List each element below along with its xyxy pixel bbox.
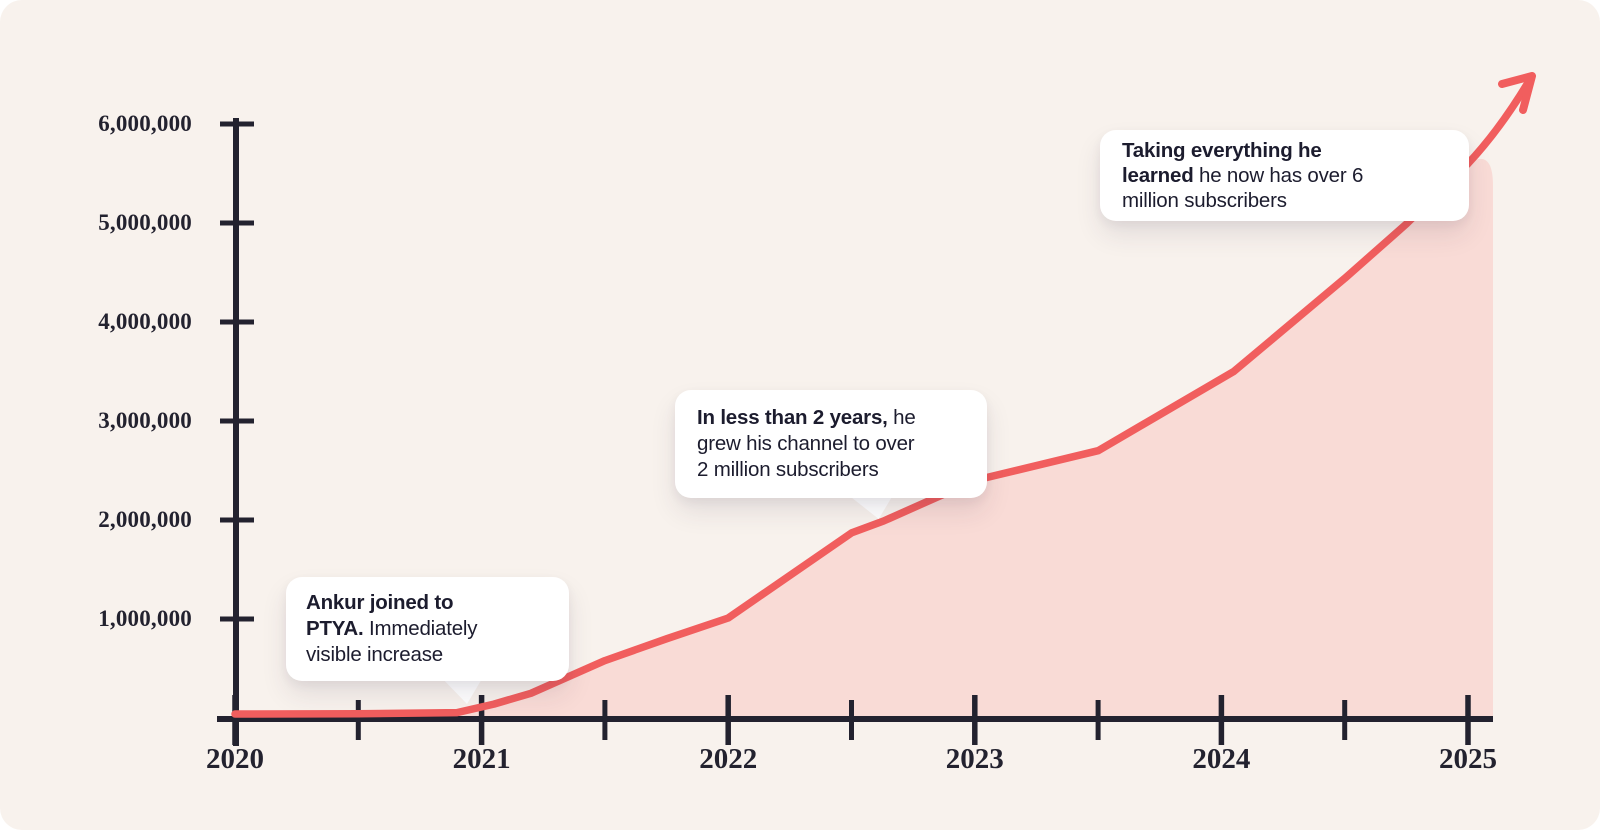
x-tick-label: 2020 xyxy=(206,743,264,775)
growth-line xyxy=(231,159,1472,718)
callout-six-million: Taking everything he learned he now has … xyxy=(1100,130,1469,221)
x-tick-label: 2022 xyxy=(699,743,758,775)
callout-line: Ankur joined to xyxy=(306,591,454,614)
callout-line: visible increase xyxy=(306,643,443,666)
axis-ticks xyxy=(220,121,1471,745)
callout-line: PTYA. Immediately xyxy=(306,617,478,640)
callout-line: Taking everything he xyxy=(1122,139,1322,162)
callout-line: million subscribers xyxy=(1122,189,1287,212)
x-tick-label: 2024 xyxy=(1192,743,1251,775)
callout-line: grew his channel to over xyxy=(697,432,915,455)
y-tick-label: 1,000,000 xyxy=(98,606,192,631)
callout-line: 2 million subscribers xyxy=(697,458,879,481)
y-tick-label: 2,000,000 xyxy=(98,507,192,532)
trend-arrow xyxy=(1464,72,1536,168)
trend-arrowhead-icon xyxy=(1498,72,1536,114)
callout-ankur-joined: Ankur joined to PTYA. Immediately visibl… xyxy=(286,577,569,681)
y-tick-label: 3,000,000 xyxy=(98,408,192,433)
callout-line: In less than 2 years, he xyxy=(697,406,916,429)
x-tick-label: 2023 xyxy=(945,743,1004,775)
x-tick-label: 2021 xyxy=(452,743,511,775)
area-fill xyxy=(235,158,1493,717)
y-tick-label: 4,000,000 xyxy=(98,309,192,334)
callout-line: learned he now has over 6 xyxy=(1122,164,1364,187)
callout-two-years: In less than 2 years, he grew his channe… xyxy=(675,390,987,498)
y-tick-label: 6,000,000 xyxy=(98,111,192,136)
x-tick-label: 2025 xyxy=(1439,743,1497,775)
y-tick-label: 5,000,000 xyxy=(98,210,192,235)
